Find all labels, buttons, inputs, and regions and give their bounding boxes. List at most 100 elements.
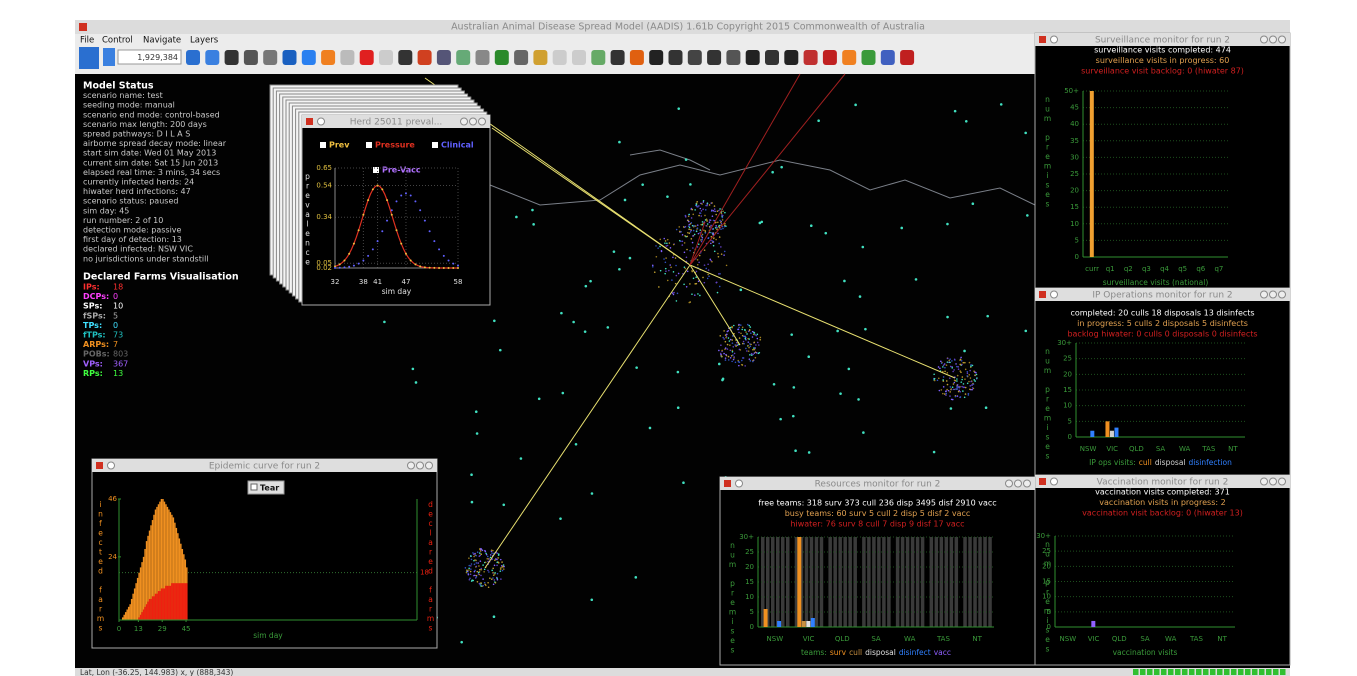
map-farm <box>960 359 962 361</box>
window-button[interactable] <box>470 118 477 125</box>
toolbar-icon[interactable] <box>688 50 702 65</box>
toolbar-icon[interactable] <box>842 50 856 65</box>
window-button[interactable] <box>461 118 468 125</box>
map-farm <box>950 366 952 368</box>
map-farm <box>964 396 966 398</box>
map-farm <box>717 221 719 223</box>
map-farm <box>660 270 662 272</box>
toolbar-icon[interactable] <box>302 50 316 65</box>
map-farm <box>474 559 476 561</box>
legend-label[interactable]: Clinical <box>441 141 474 150</box>
map-farm <box>949 358 951 360</box>
window-button[interactable] <box>408 462 415 469</box>
window-button[interactable] <box>1270 291 1277 298</box>
toolbar-icon[interactable] <box>360 50 374 65</box>
toolbar-icon[interactable] <box>784 50 798 65</box>
window-button[interactable] <box>1279 478 1286 485</box>
tear-checkbox[interactable] <box>251 484 257 490</box>
x-tick-label: 45 <box>182 625 191 633</box>
window-button[interactable] <box>1015 480 1022 487</box>
window-button[interactable] <box>417 462 424 469</box>
toolbar-icon[interactable] <box>79 47 99 69</box>
toolbar-icon[interactable] <box>881 50 895 65</box>
toolbar-icon[interactable] <box>553 50 567 65</box>
toolbar-icon[interactable] <box>456 50 470 65</box>
toolbar-icon[interactable] <box>495 50 509 65</box>
toolbar-icon[interactable] <box>746 50 760 65</box>
toolbar-icon[interactable] <box>707 50 721 65</box>
toolbar-icon[interactable] <box>900 50 914 65</box>
toolbar-icon[interactable] <box>611 50 625 65</box>
window-button[interactable] <box>1024 480 1031 487</box>
toolbar-icon[interactable] <box>649 50 663 65</box>
legend-checkbox[interactable] <box>432 142 438 148</box>
infected-bar <box>134 588 135 620</box>
map-farm <box>730 327 732 329</box>
window-button[interactable] <box>1279 291 1286 298</box>
toolbar-icon[interactable] <box>379 50 393 65</box>
bar <box>1090 91 1094 257</box>
legend-label[interactable]: Pressure <box>375 141 415 150</box>
window-button[interactable] <box>1270 478 1277 485</box>
toolbar-icon[interactable] <box>572 50 586 65</box>
toolbar-icon[interactable] <box>726 50 740 65</box>
toolbar-icon[interactable] <box>186 50 200 65</box>
map-farm <box>971 384 973 386</box>
map-farm <box>750 332 752 334</box>
toolbar-icon[interactable] <box>476 50 490 65</box>
monitor-line: surveillance visit backlog: 0 (hiwater 8… <box>1081 67 1244 76</box>
toolbar-icon[interactable] <box>205 50 219 65</box>
toolbar-icon[interactable] <box>103 48 115 66</box>
window-button[interactable] <box>1261 478 1268 485</box>
legend-label[interactable]: Pre-Vacc <box>382 166 421 175</box>
map-farm <box>719 208 721 210</box>
legend-checkbox[interactable] <box>366 142 372 148</box>
toolbar-icon[interactable] <box>398 50 412 65</box>
window-button[interactable] <box>426 462 433 469</box>
toolbar-icon[interactable] <box>514 50 528 65</box>
map-farm <box>709 219 711 221</box>
map-farm <box>962 390 964 392</box>
map-farm <box>700 229 702 231</box>
map-farm <box>684 266 686 268</box>
tear-label[interactable]: Tear <box>260 484 279 493</box>
toolbar-icon[interactable] <box>321 50 335 65</box>
toolbar-icon[interactable] <box>418 50 432 65</box>
menu-item[interactable]: Control <box>102 36 133 46</box>
map-farm <box>741 364 743 366</box>
toolbar-icon[interactable] <box>533 50 547 65</box>
toolbar-icon[interactable] <box>263 50 277 65</box>
legend-checkbox[interactable] <box>373 167 379 173</box>
toolbar-icon[interactable] <box>437 50 451 65</box>
window-button[interactable] <box>1006 480 1013 487</box>
menu-item[interactable]: Layers <box>190 36 219 46</box>
window-button[interactable] <box>1279 36 1286 43</box>
window-button[interactable] <box>479 118 486 125</box>
map-farm <box>970 385 972 387</box>
toolbar-icon[interactable] <box>823 50 837 65</box>
legend-label[interactable]: Prev <box>329 141 350 150</box>
legend-checkbox[interactable] <box>320 142 326 148</box>
toolbar-icon[interactable] <box>765 50 779 65</box>
declared-bar <box>185 583 186 620</box>
toolbar-icon[interactable] <box>591 50 605 65</box>
map-farm <box>474 575 476 577</box>
menu-item[interactable]: Navigate <box>143 36 181 46</box>
window-button[interactable] <box>1261 36 1268 43</box>
toolbar-icon[interactable] <box>244 50 258 65</box>
x-tick-label: NSW <box>767 635 784 643</box>
window-button[interactable] <box>1270 36 1277 43</box>
toolbar-icon[interactable] <box>340 50 354 65</box>
window-button[interactable] <box>1261 291 1268 298</box>
map-farm <box>673 271 675 273</box>
bar <box>802 621 806 627</box>
coordinate-input-text[interactable]: 1,929,384 <box>137 53 178 62</box>
menu-item[interactable]: File <box>80 36 94 46</box>
map-farm <box>719 220 721 222</box>
toolbar-icon[interactable] <box>225 50 239 65</box>
toolbar-icon[interactable] <box>862 50 876 65</box>
toolbar-icon[interactable] <box>283 50 297 65</box>
toolbar-icon[interactable] <box>669 50 683 65</box>
toolbar-icon[interactable] <box>804 50 818 65</box>
toolbar-icon[interactable] <box>630 50 644 65</box>
